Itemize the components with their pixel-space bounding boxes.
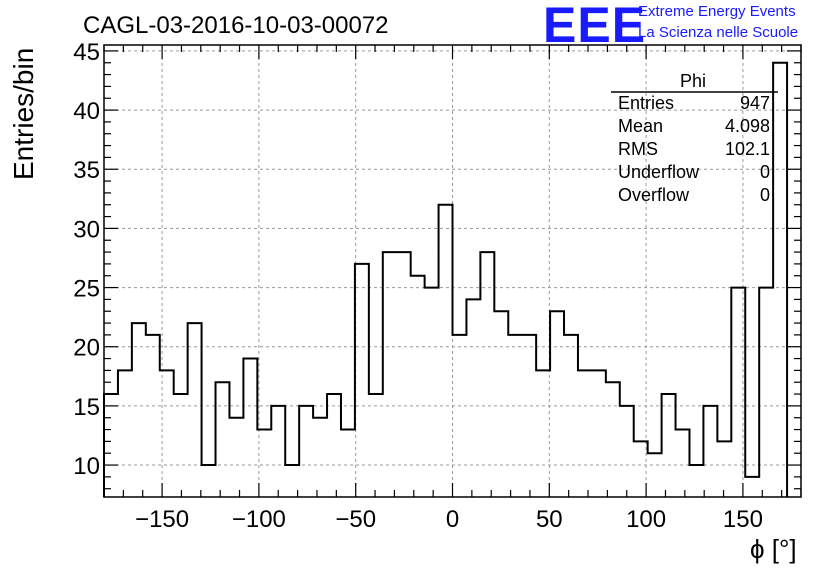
histogram-bin (188, 323, 202, 497)
stats-row-rms: RMS 102.1 (618, 139, 770, 161)
histogram-bin (759, 288, 773, 497)
histogram-bin (202, 465, 216, 497)
y-tick-label: 30 (73, 216, 100, 243)
x-tick-label: 50 (536, 506, 563, 533)
histogram-bin (229, 418, 243, 497)
stats-value: 0 (759, 185, 770, 205)
x-axis-label: ϕ [°] (750, 534, 797, 564)
y-tick-label: 20 (73, 335, 100, 362)
stats-value: 4.098 (724, 116, 770, 136)
histogram-bin (550, 311, 564, 497)
logo-caption-line2: La Scienza nelle Scuole (638, 24, 799, 41)
eee-logo: EEE (543, 0, 647, 53)
histogram-bin (648, 453, 662, 497)
histogram-bin (676, 430, 690, 497)
stats-key: Overflow (618, 185, 690, 205)
y-tick-label: 35 (73, 157, 100, 184)
y-tick-label: 10 (73, 453, 100, 480)
stats-value: 0 (759, 162, 770, 182)
histogram-bin (383, 252, 397, 497)
histogram-bin (703, 406, 717, 497)
histogram-bin (271, 406, 285, 497)
tick-labels: −150 −100 −50 0 50 100 150 10 15 20 25 30 35 40 45 (73, 39, 763, 533)
x-tick-label: 0 (446, 506, 459, 533)
stats-key: Entries (618, 93, 675, 113)
x-tick-label: 100 (626, 506, 666, 533)
logo-caption-line1: Extreme Energy Events (638, 3, 796, 20)
stats-row-overflow: Overflow 0 (618, 185, 770, 207)
histogram-bin (397, 252, 411, 497)
stats-key: RMS (618, 139, 658, 159)
stats-row-underflow: Underflow 0 (618, 162, 770, 184)
histogram-bin (620, 406, 634, 497)
stats-box-title: Phi (680, 71, 707, 91)
histogram-bin (243, 359, 257, 497)
histogram-bin (132, 323, 146, 497)
histogram-bin (689, 465, 703, 497)
histogram-bin (773, 63, 787, 497)
histogram-bin (425, 288, 439, 497)
histogram-bin (536, 370, 550, 497)
histogram-bin (104, 394, 118, 497)
y-tick-label: 45 (73, 39, 100, 66)
histogram-bin (606, 382, 620, 497)
histogram-bin (146, 335, 160, 497)
histogram-bin (411, 276, 425, 497)
stats-value: 947 (739, 93, 770, 113)
histogram-outline (103, 61, 789, 497)
histogram-bin (369, 394, 383, 497)
run-title: CAGL-03-2016-10-03-00072 (83, 12, 389, 39)
stats-row-mean: Mean 4.098 (618, 116, 770, 138)
x-tick-label: −100 (232, 506, 286, 533)
histogram-bin (578, 370, 592, 497)
histogram-bin (299, 406, 313, 497)
stats-row-entries: Entries 947 (618, 93, 770, 115)
stats-key: Mean (618, 116, 664, 136)
histogram-bin (313, 418, 327, 497)
histogram-bin (494, 311, 508, 497)
histogram-bin (522, 335, 536, 497)
y-tick-label: 40 (73, 98, 100, 125)
histogram-bin (439, 205, 453, 497)
histogram-bin (480, 252, 494, 497)
histogram-bin (341, 430, 355, 497)
stats-key: Underflow (618, 162, 700, 182)
histogram-bin (662, 394, 676, 497)
axes (103, 44, 802, 498)
x-tick-label: −150 (135, 506, 189, 533)
histogram-bin (717, 441, 731, 497)
x-tick-label: −50 (335, 506, 376, 533)
histogram-bin (508, 335, 522, 497)
histogram-bin (453, 335, 467, 497)
y-tick-label: 25 (73, 276, 100, 303)
y-axis-label: Entries/bin (8, 47, 39, 180)
x-tick-label: 150 (723, 506, 763, 533)
stats-value: 102.1 (724, 139, 770, 159)
histogram-bin (592, 370, 606, 497)
histogram-bin (745, 477, 759, 497)
histogram-bin (466, 299, 480, 497)
histogram-bin (327, 394, 341, 497)
histogram-bin (216, 382, 230, 497)
histogram-bin (564, 335, 578, 497)
y-tick-label: 15 (73, 394, 100, 421)
histogram-bin (174, 394, 188, 497)
histogram-bin (355, 264, 369, 497)
histogram-bin (118, 370, 132, 497)
